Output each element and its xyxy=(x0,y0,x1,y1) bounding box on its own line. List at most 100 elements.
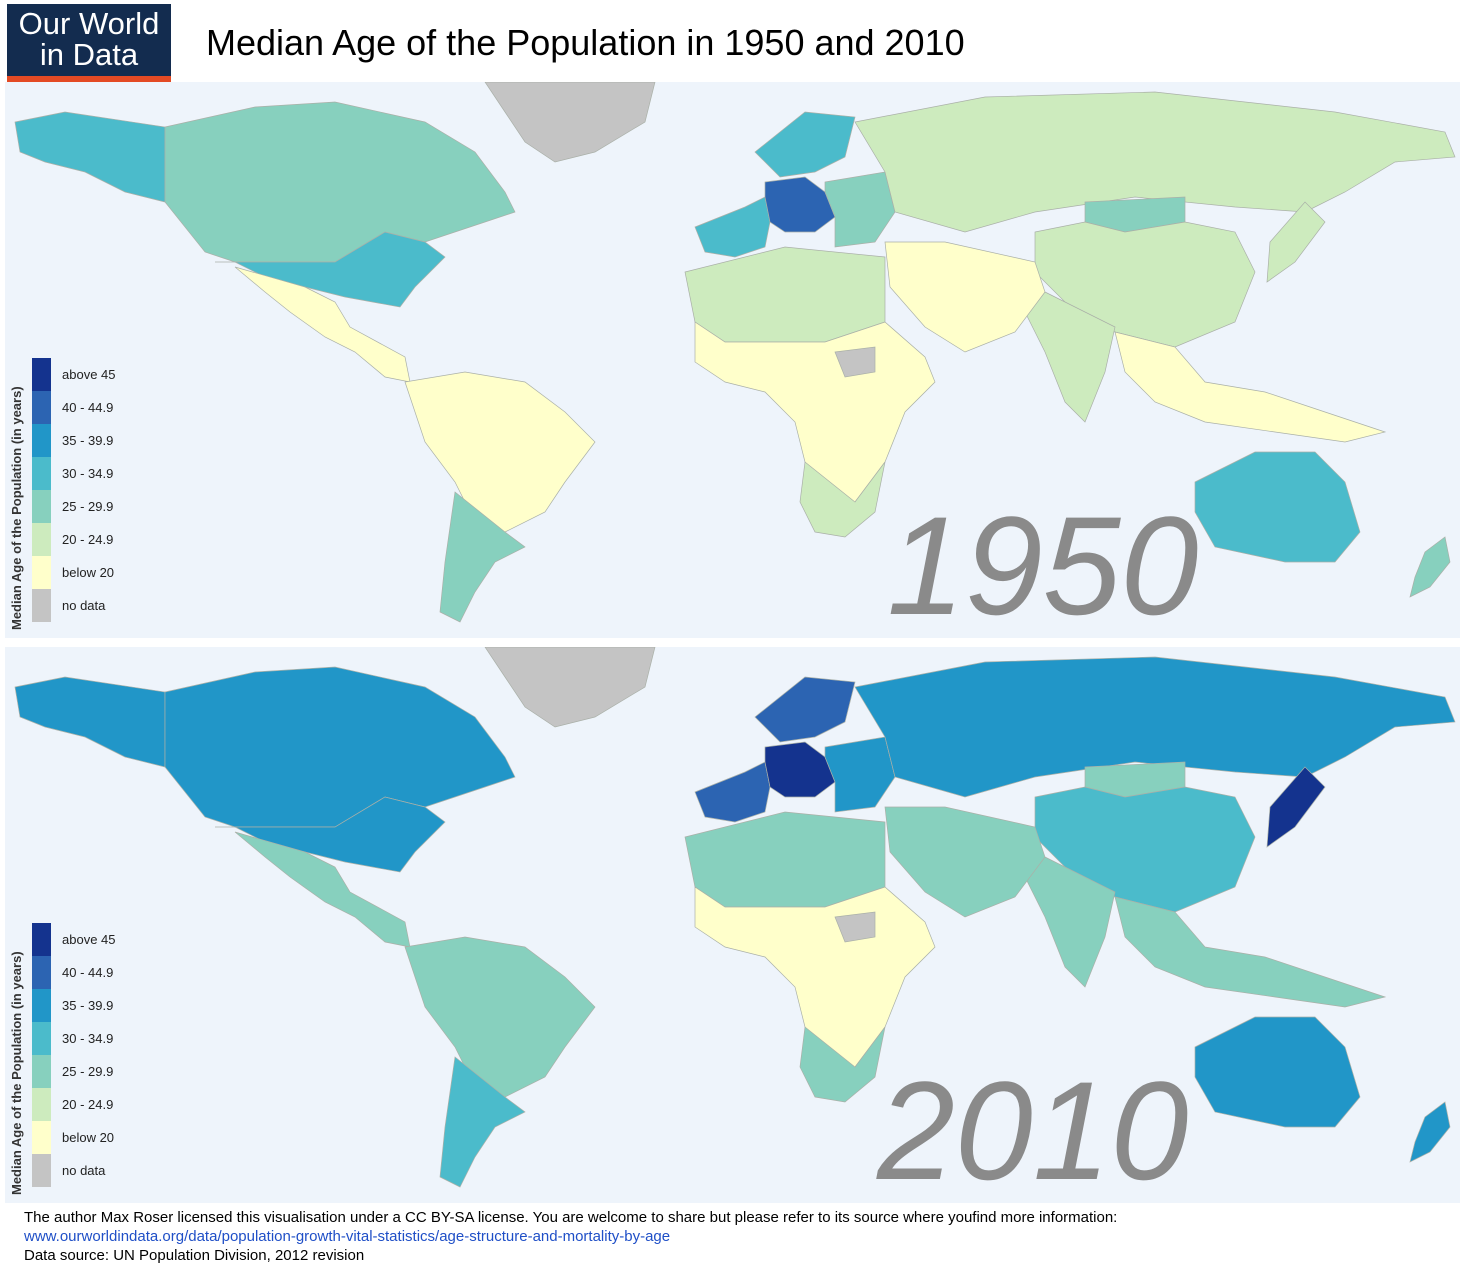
legend-item: 25 - 29.9 xyxy=(32,1055,142,1088)
legend-label: 40 - 44.9 xyxy=(62,400,114,415)
region-south-africa xyxy=(799,461,886,538)
legend-swatch xyxy=(32,1121,51,1154)
region-central-europe xyxy=(764,176,836,233)
legend-title: Median Age of the Population (in years) xyxy=(9,951,24,1195)
region-south-africa xyxy=(799,1026,886,1103)
legend-label: above 45 xyxy=(62,367,116,382)
region-alaska xyxy=(14,111,166,203)
legend-label: 30 - 34.9 xyxy=(62,1031,114,1046)
legend-item: 25 - 29.9 xyxy=(32,490,142,523)
logo-line-1: Our World xyxy=(18,6,160,41)
region-southeast-asia xyxy=(1114,896,1387,1008)
region-scandinavia xyxy=(754,676,856,743)
region-south-america xyxy=(404,371,596,533)
legend-swatch xyxy=(32,1088,51,1121)
legend-item: 30 - 34.9 xyxy=(32,457,142,490)
legend-label: 35 - 39.9 xyxy=(62,433,114,448)
legend-swatch xyxy=(32,457,51,490)
map-year-label: 2010 xyxy=(877,1052,1189,1203)
region-central-europe xyxy=(764,741,836,798)
legend-swatch xyxy=(32,523,51,556)
legend-item: no data xyxy=(32,589,142,622)
region-argentina xyxy=(439,1056,526,1188)
region-scandinavia xyxy=(754,111,856,178)
data-source-text: Data source: UN Population Division, 201… xyxy=(24,1247,365,1264)
legend-item: 35 - 39.9 xyxy=(32,424,142,457)
world-map-1950 xyxy=(14,82,1456,623)
region-middle-east xyxy=(884,241,1046,353)
region-north-africa xyxy=(684,246,886,343)
legend-item: 40 - 44.9 xyxy=(32,391,142,424)
source-link[interactable]: www.ourworldindata.org/data/population-g… xyxy=(24,1228,671,1245)
legend-label: 20 - 24.9 xyxy=(62,1097,114,1112)
legend-swatch xyxy=(32,589,51,622)
region-middle-east xyxy=(884,806,1046,918)
owid-logo: Our World in Data xyxy=(7,4,171,83)
region-russia xyxy=(854,656,1456,798)
region-india xyxy=(1024,291,1116,423)
region-japan xyxy=(1266,766,1326,848)
region-greenland xyxy=(484,82,656,163)
legend-item: 40 - 44.9 xyxy=(32,956,142,989)
region-new-zealand xyxy=(1409,1101,1451,1163)
region-greenland xyxy=(484,647,656,728)
legend-item: above 45 xyxy=(32,358,142,391)
legend-item: 20 - 24.9 xyxy=(32,523,142,556)
legend-swatch xyxy=(32,989,51,1022)
legend-item: below 20 xyxy=(32,556,142,589)
region-eastern-europe xyxy=(824,736,896,813)
legend-swatch xyxy=(32,391,51,424)
world-map-2010 xyxy=(14,647,1456,1188)
legend-swatch xyxy=(32,1022,51,1055)
region-australia xyxy=(1194,1016,1361,1128)
legend-swatch xyxy=(32,956,51,989)
region-new-zealand xyxy=(1409,536,1451,598)
map-year-label: 1950 xyxy=(887,487,1199,638)
region-south-america xyxy=(404,936,596,1098)
region-western-europe xyxy=(694,196,771,258)
legend-swatch xyxy=(32,923,51,956)
legend-label: no data xyxy=(62,1163,106,1178)
region-eastern-europe xyxy=(824,171,896,248)
legend-item: no data xyxy=(32,1154,142,1187)
logo-accent-bar xyxy=(7,76,171,83)
legend-label: 25 - 29.9 xyxy=(62,1064,114,1079)
region-south-sudan xyxy=(834,911,876,943)
region-canada xyxy=(164,101,516,263)
legend-swatch xyxy=(32,1154,51,1187)
legend-label: no data xyxy=(62,598,106,613)
page-title: Median Age of the Population in 1950 and… xyxy=(206,22,965,63)
license-text: The author Max Roser licensed this visua… xyxy=(24,1209,1118,1226)
legend-label: 25 - 29.9 xyxy=(62,499,114,514)
legend-label: 30 - 34.9 xyxy=(62,466,114,481)
logo-line-2: in Data xyxy=(39,37,139,72)
region-india xyxy=(1024,856,1116,988)
region-alaska xyxy=(14,676,166,768)
region-canada xyxy=(164,666,516,828)
region-mexico-central-america xyxy=(234,266,411,383)
legend-item: 20 - 24.9 xyxy=(32,1088,142,1121)
legend-swatch xyxy=(32,556,51,589)
region-australia xyxy=(1194,451,1361,563)
region-north-africa xyxy=(684,811,886,908)
legend-item: 35 - 39.9 xyxy=(32,989,142,1022)
legend-swatch xyxy=(32,358,51,391)
region-russia xyxy=(854,91,1456,233)
legend-label: below 20 xyxy=(62,565,115,580)
legend-label: 40 - 44.9 xyxy=(62,965,114,980)
legend-swatch xyxy=(32,424,51,457)
region-western-europe xyxy=(694,761,771,823)
legend-label: 20 - 24.9 xyxy=(62,532,114,547)
region-mexico-central-america xyxy=(234,831,411,948)
legend-swatch xyxy=(32,490,51,523)
region-southeast-asia xyxy=(1114,331,1387,443)
map-panel-2010: 2010 Median Age of the Population (in ye… xyxy=(5,647,1460,1203)
legend-swatch xyxy=(32,1055,51,1088)
region-japan xyxy=(1266,201,1326,283)
legend-title: Median Age of the Population (in years) xyxy=(9,386,24,630)
map-panel-1950: 1950 Median Age of the Population (in ye… xyxy=(5,82,1460,638)
region-south-sudan xyxy=(834,346,876,378)
region-argentina xyxy=(439,491,526,623)
legend-item: below 20 xyxy=(32,1121,142,1154)
footer-credits: The author Max Roser licensed this visua… xyxy=(24,1208,1117,1265)
